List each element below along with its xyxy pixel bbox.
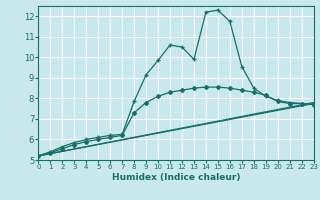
X-axis label: Humidex (Indice chaleur): Humidex (Indice chaleur) [112,173,240,182]
